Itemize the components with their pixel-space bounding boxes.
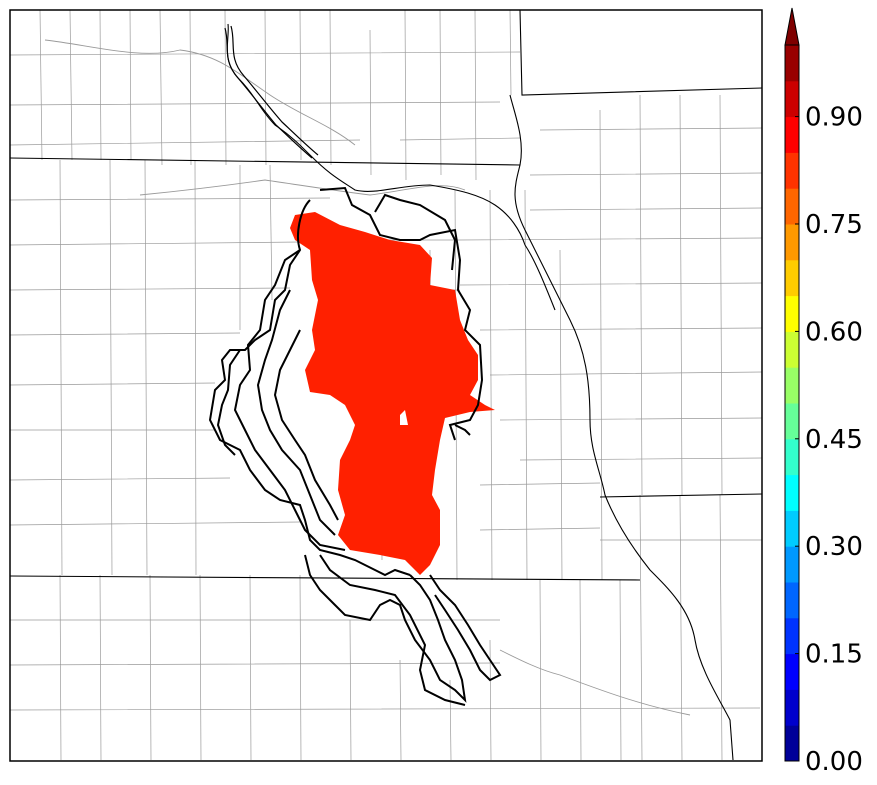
colorbar-tick-label: 0.15	[805, 640, 863, 670]
colorbar-segment	[785, 617, 799, 655]
colorbar-segment	[785, 80, 799, 118]
colorbar-segment	[785, 188, 799, 225]
colorbar-segments	[785, 45, 799, 762]
colorbar-segment	[785, 367, 799, 404]
colorbar-segment	[785, 438, 799, 476]
colorbar-segment	[785, 259, 799, 297]
colorbar-segment	[785, 295, 799, 332]
colorbar-segment	[785, 116, 799, 153]
colorbar-ticks: 0.00 0.15 0.30 0.45 0.60 0.75 0.90	[795, 103, 863, 777]
colorbar-extend-arrow	[784, 7, 800, 46]
map-panel	[9, 9, 763, 762]
colorbar-segment	[785, 403, 799, 440]
colorbar-segment	[785, 653, 799, 690]
contour-lines	[208, 186, 502, 706]
colorbar-segment	[785, 546, 799, 583]
colorbar-segment	[785, 474, 799, 511]
colorbar-tick-label: 0.30	[805, 532, 863, 562]
colorbar-segment	[785, 689, 799, 726]
colorbar-segment	[785, 510, 799, 547]
colorbar-segment	[785, 152, 799, 189]
colorbar-tick-label: 0.45	[805, 425, 863, 455]
river-line	[224, 25, 319, 159]
filled-probability-region	[290, 212, 495, 575]
colorbar-tick-label: 0.90	[805, 103, 863, 133]
map-frame	[9, 9, 763, 762]
colorbar-segment	[785, 45, 799, 82]
colorbar: 0.00 0.15 0.30 0.45 0.60 0.75 0.90	[784, 7, 863, 777]
colorbar-segment	[785, 331, 799, 368]
colorbar-tick-label: 0.75	[805, 210, 863, 240]
colorbar-tick-label: 0.00	[805, 747, 863, 777]
colorbar-segment	[785, 582, 799, 619]
colorbar-segment	[785, 224, 799, 261]
colorbar-frame	[784, 44, 800, 762]
colorbar-segment	[785, 725, 799, 762]
colorbar-tick-label: 0.60	[805, 317, 863, 347]
